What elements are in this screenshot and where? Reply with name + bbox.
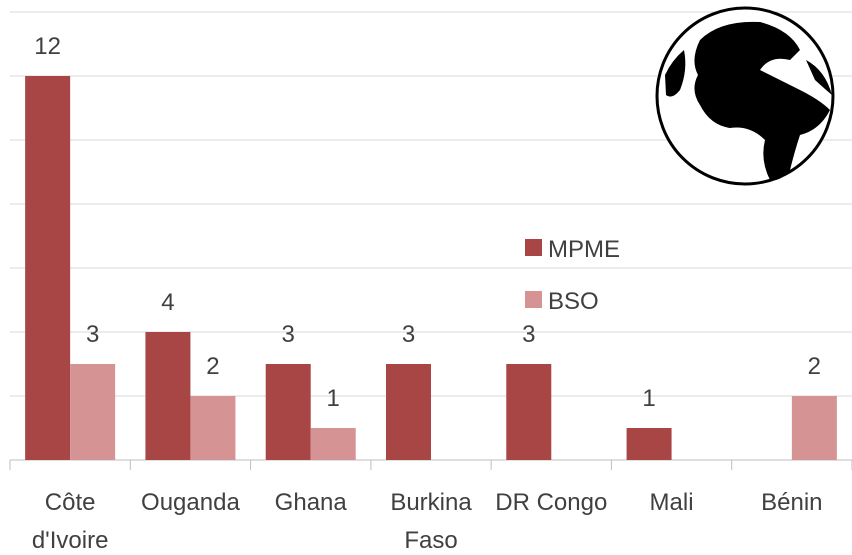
- x-tick-label: Ghana: [252, 484, 370, 522]
- bar: [627, 428, 672, 460]
- data-label: 2: [206, 353, 219, 380]
- data-label: 2: [808, 353, 821, 380]
- bar: [311, 428, 356, 460]
- bar: [70, 364, 115, 460]
- bar: [25, 76, 70, 460]
- data-label: 12: [34, 33, 61, 60]
- globe-illustration: [657, 8, 833, 184]
- bar: [190, 396, 235, 460]
- bar: [266, 364, 311, 460]
- chart: 12342313312MPMEBSO: [0, 0, 852, 555]
- data-label: 3: [282, 321, 295, 348]
- bar: [145, 332, 190, 460]
- x-tick-label: Mali: [613, 484, 731, 522]
- legend-swatch: [525, 291, 542, 308]
- legend-label: BSO: [548, 288, 599, 315]
- data-label: 3: [86, 321, 99, 348]
- data-label: 1: [642, 385, 655, 412]
- data-label: 3: [402, 321, 415, 348]
- x-tick-label: Bénin: [733, 484, 851, 522]
- bar: [386, 364, 431, 460]
- x-tick-label: Ouganda: [131, 484, 249, 522]
- bar: [506, 364, 551, 460]
- page: 12342313312MPMEBSO Côte d'IvoireOugandaG…: [0, 0, 852, 555]
- bar: [792, 396, 837, 460]
- x-tick-label: Côte d'Ivoire: [11, 484, 129, 555]
- legend-label: MPME: [548, 236, 620, 263]
- data-label: 1: [327, 385, 340, 412]
- data-label: 3: [522, 321, 535, 348]
- data-label: 4: [161, 289, 174, 316]
- x-tick-label: DR Congo: [492, 484, 610, 522]
- x-tick-label: Burkina Faso: [372, 484, 490, 555]
- legend-swatch: [525, 239, 542, 256]
